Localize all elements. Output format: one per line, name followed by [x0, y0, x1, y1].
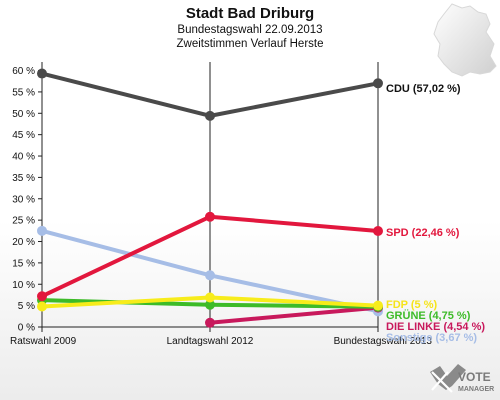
- series-label-spd: SPD (22,46 %): [386, 227, 460, 239]
- y-tick-label: 55 %: [12, 87, 35, 98]
- data-point-sonstige: [37, 225, 47, 236]
- data-point-fdp: [205, 292, 215, 303]
- data-point-cdu: [373, 78, 383, 89]
- y-tick-label: 50 %: [12, 109, 35, 120]
- y-tick-label: 20 %: [12, 237, 35, 248]
- series-line-die-linke: [208, 305, 380, 325]
- votemanager-logo: VOTE MANAGER: [430, 364, 494, 393]
- germany-map-icon: [433, 3, 497, 77]
- x-tick-label: Bundestagswahl 2013: [334, 336, 433, 347]
- y-tick-label: 60 %: [12, 66, 35, 77]
- data-point-spd: [37, 291, 47, 302]
- y-tick-label: 0 %: [18, 323, 35, 334]
- x-tick-label: Landtagswahl 2012: [167, 336, 254, 347]
- y-tick-label: 25 %: [12, 216, 35, 227]
- y-tick-label: 35 %: [12, 173, 35, 184]
- data-point-fdp: [37, 301, 47, 312]
- logo-text-manager: MANAGER: [458, 386, 494, 393]
- series-label-cdu: CDU (57,02 %): [386, 83, 461, 95]
- chart-subtitle-district: Zweitstimmen Verlauf Herste: [177, 38, 324, 50]
- y-tick-label: 5 %: [18, 301, 35, 312]
- series-label-fdp: FDP (5 %): [386, 299, 437, 311]
- y-tick-label: 15 %: [12, 258, 35, 269]
- plot-frame: [41, 62, 379, 328]
- series-labels: CDU (57,02 %) SPD (22,46 %) FDP (5 %)GRÜNE…: [386, 83, 485, 344]
- data-point-cdu: [205, 110, 215, 121]
- data-point-cdu: [37, 68, 47, 79]
- series-points: [37, 68, 383, 328]
- series-label-sonstige: Sonstige (3,67 %): [386, 332, 477, 344]
- data-point-die-linke: [205, 317, 215, 328]
- data-point-fdp: [373, 300, 383, 311]
- y-tick-label: 45 %: [12, 130, 35, 141]
- y-tick-label: 40 %: [12, 152, 35, 163]
- x-tick-label: Ratswahl 2009: [10, 336, 77, 347]
- series-label-gr-ne: GRÜNE (4,75 %): [386, 309, 471, 322]
- check-x-icon: [430, 364, 466, 393]
- chart-subtitle-election: Bundestagswahl 22.09.2013: [177, 24, 322, 36]
- data-point-spd: [205, 211, 215, 222]
- y-axis: 0 % 5 % 10 % 15 % 20 % 25 % 30 % 35 % 40 % 45 % 50…: [12, 66, 42, 334]
- chart-title: Stadt Bad Driburg: [186, 5, 314, 22]
- data-point-sonstige: [205, 270, 215, 281]
- series-label-die-linke: DIE LINKE (4,54 %): [386, 321, 485, 333]
- x-axis: Ratswahl 2009 Landtagswahl 2012 Bundestags…: [10, 327, 432, 347]
- logo-text-vote: VOTE: [458, 370, 491, 384]
- data-point-spd: [373, 226, 383, 237]
- data-point-gr-ne: [205, 299, 215, 310]
- y-tick-label: 30 %: [12, 194, 35, 205]
- y-tick-label: 10 %: [12, 280, 35, 291]
